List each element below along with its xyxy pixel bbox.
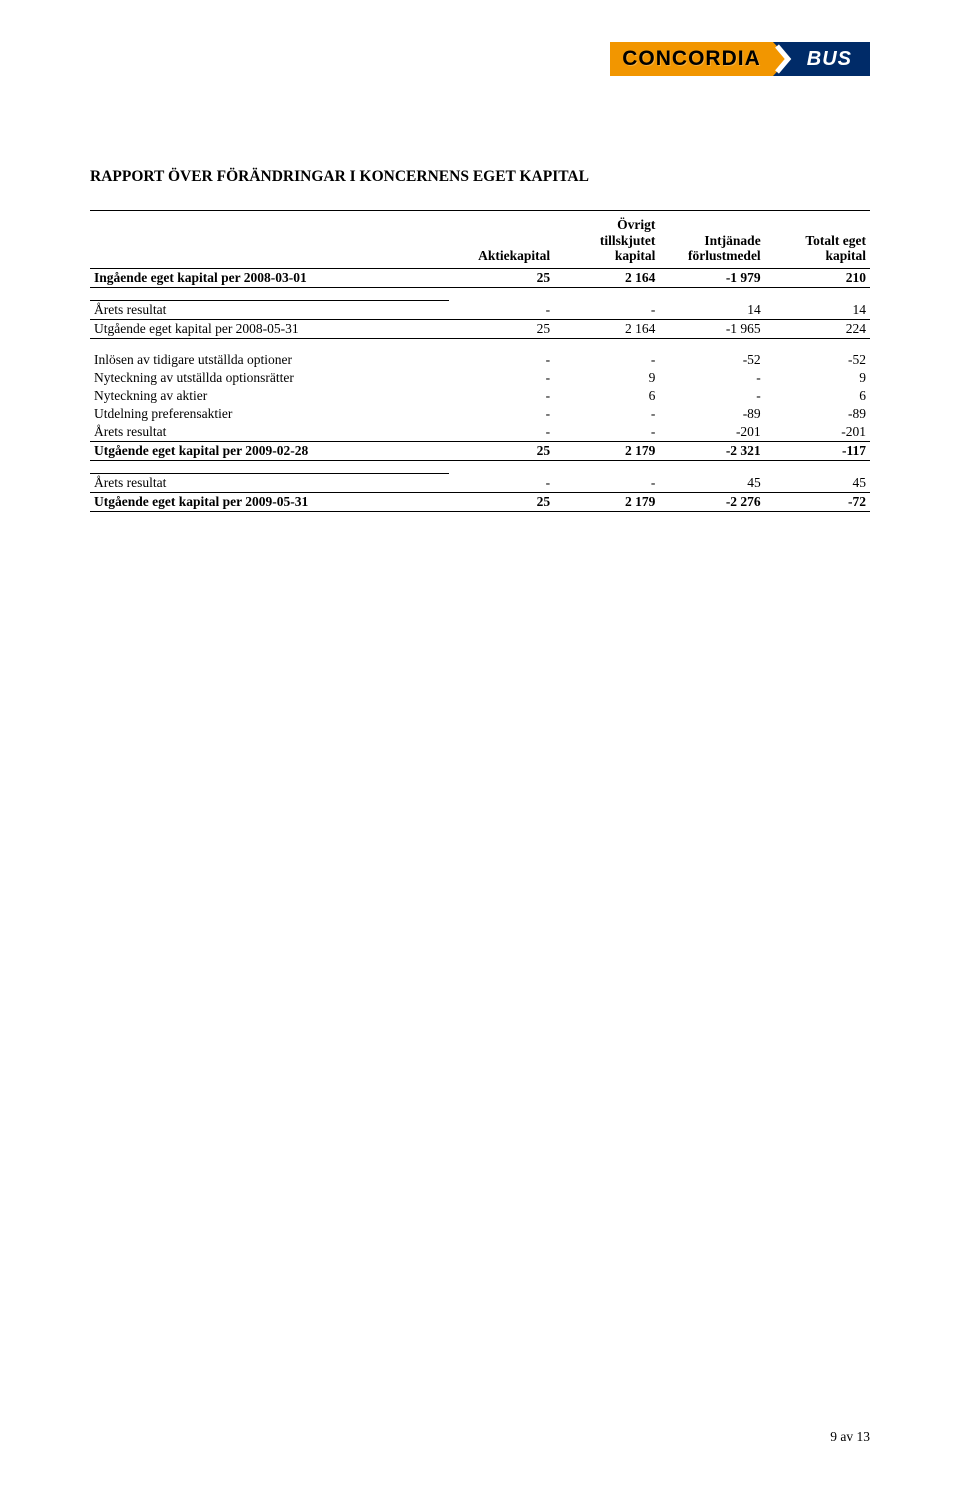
cell-value: -201 (659, 423, 764, 442)
cell-label: Utgående eget kapital per 2008-05-31 (90, 319, 449, 338)
cell-value: - (449, 405, 554, 423)
concordia-bus-logo: CONCORDIA BUS (610, 42, 870, 76)
col2-l2: tillskjutet (600, 233, 656, 248)
cell-value: - (449, 300, 554, 319)
cell-value: - (449, 423, 554, 442)
logo-left-text: CONCORDIA (610, 42, 773, 76)
table-row: Nyteckning av aktier - 6 - 6 (90, 387, 870, 405)
cell-value: - (449, 387, 554, 405)
cell-value: - (449, 473, 554, 492)
table-row: Årets resultat - - 45 45 (90, 473, 870, 492)
cell-value: 210 (765, 269, 870, 288)
col3-l2: förlustmedel (688, 248, 761, 263)
cell-label: Årets resultat (90, 300, 449, 319)
logo-right-text: BUS (797, 42, 870, 76)
cell-value: -201 (765, 423, 870, 442)
cell-label: Utdelning preferensaktier (90, 405, 449, 423)
cell-value: 25 (449, 269, 554, 288)
cell-value: - (659, 369, 764, 387)
cell-label: Inlösen av tidigare utställda optioner (90, 351, 449, 369)
report-content: RAPPORT ÖVER FÖRÄNDRINGAR I KONCERNENS E… (90, 168, 870, 512)
cell-value: 9 (765, 369, 870, 387)
cell-value: 224 (765, 319, 870, 338)
cell-value: -89 (765, 405, 870, 423)
cell-value: 2 179 (554, 492, 659, 511)
col-intjanade: Intjänade förlustmedel (659, 211, 764, 268)
equity-changes-table: Aktiekapital Övrigt tillskjutet kapital … (90, 210, 870, 512)
col-ovrigt-tillskjutet: Övrigt tillskjutet kapital (554, 211, 659, 268)
cell-value: -72 (765, 492, 870, 511)
cell-value: -2 321 (659, 441, 764, 460)
col3-l1: Intjänade (704, 233, 760, 248)
cell-value: 25 (449, 441, 554, 460)
table-row: Utgående eget kapital per 2008-05-31 25 … (90, 319, 870, 338)
cell-value: - (554, 423, 659, 442)
cell-label: Utgående eget kapital per 2009-05-31 (90, 492, 449, 511)
table-row: Årets resultat - - -201 -201 (90, 423, 870, 442)
cell-value: - (554, 405, 659, 423)
cell-value: -52 (659, 351, 764, 369)
page-number: 9 av 13 (830, 1429, 870, 1445)
cell-value: - (659, 387, 764, 405)
cell-value: 6 (554, 387, 659, 405)
cell-value: 2 164 (554, 269, 659, 288)
col-aktiekapital-label: Aktiekapital (478, 248, 550, 263)
report-title: RAPPORT ÖVER FÖRÄNDRINGAR I KONCERNENS E… (90, 168, 870, 186)
cell-value: 45 (659, 473, 764, 492)
cell-value: 9 (554, 369, 659, 387)
cell-value: -117 (765, 441, 870, 460)
cell-value: 45 (765, 473, 870, 492)
cell-label: Nyteckning av utställda optionsrätter (90, 369, 449, 387)
cell-value: 2 179 (554, 441, 659, 460)
table-row: Utgående eget kapital per 2009-05-31 25 … (90, 492, 870, 511)
table-row: Utdelning preferensaktier - - -89 -89 (90, 405, 870, 423)
logo-chevron-icon (773, 42, 797, 76)
col4-l1: Totalt eget (805, 233, 866, 248)
cell-label: Årets resultat (90, 473, 449, 492)
table-row: Utgående eget kapital per 2009-02-28 25 … (90, 441, 870, 460)
cell-label: Årets resultat (90, 423, 449, 442)
col4-l2: kapital (825, 248, 866, 263)
cell-value: -1 965 (659, 319, 764, 338)
col-totalt-eget: Totalt eget kapital (765, 211, 870, 268)
cell-value: -89 (659, 405, 764, 423)
cell-value: 6 (765, 387, 870, 405)
cell-value: 14 (659, 300, 764, 319)
cell-value: -52 (765, 351, 870, 369)
brand-logo: CONCORDIA BUS (610, 42, 870, 76)
cell-value: 25 (449, 492, 554, 511)
cell-value: 2 164 (554, 319, 659, 338)
cell-value: -2 276 (659, 492, 764, 511)
cell-value: -1 979 (659, 269, 764, 288)
cell-label: Utgående eget kapital per 2009-02-28 (90, 441, 449, 460)
col2-l1: Övrigt (617, 217, 655, 232)
page: CONCORDIA BUS RAPPORT ÖVER FÖRÄNDRINGAR … (0, 0, 960, 1487)
cell-value: - (449, 369, 554, 387)
cell-value: 14 (765, 300, 870, 319)
col-aktiekapital: Aktiekapital (449, 211, 554, 268)
table-row: Ingående eget kapital per 2008-03-01 25 … (90, 269, 870, 288)
cell-value: 25 (449, 319, 554, 338)
table-row: Inlösen av tidigare utställda optioner -… (90, 351, 870, 369)
cell-value: - (554, 473, 659, 492)
col2-l3: kapital (615, 248, 656, 263)
cell-value: - (554, 351, 659, 369)
cell-label: Ingående eget kapital per 2008-03-01 (90, 269, 449, 288)
table-row: Årets resultat - - 14 14 (90, 300, 870, 319)
cell-value: - (449, 351, 554, 369)
table-row: Nyteckning av utställda optionsrätter - … (90, 369, 870, 387)
cell-label: Nyteckning av aktier (90, 387, 449, 405)
cell-value: - (554, 300, 659, 319)
table-header-row: Aktiekapital Övrigt tillskjutet kapital … (90, 211, 870, 268)
